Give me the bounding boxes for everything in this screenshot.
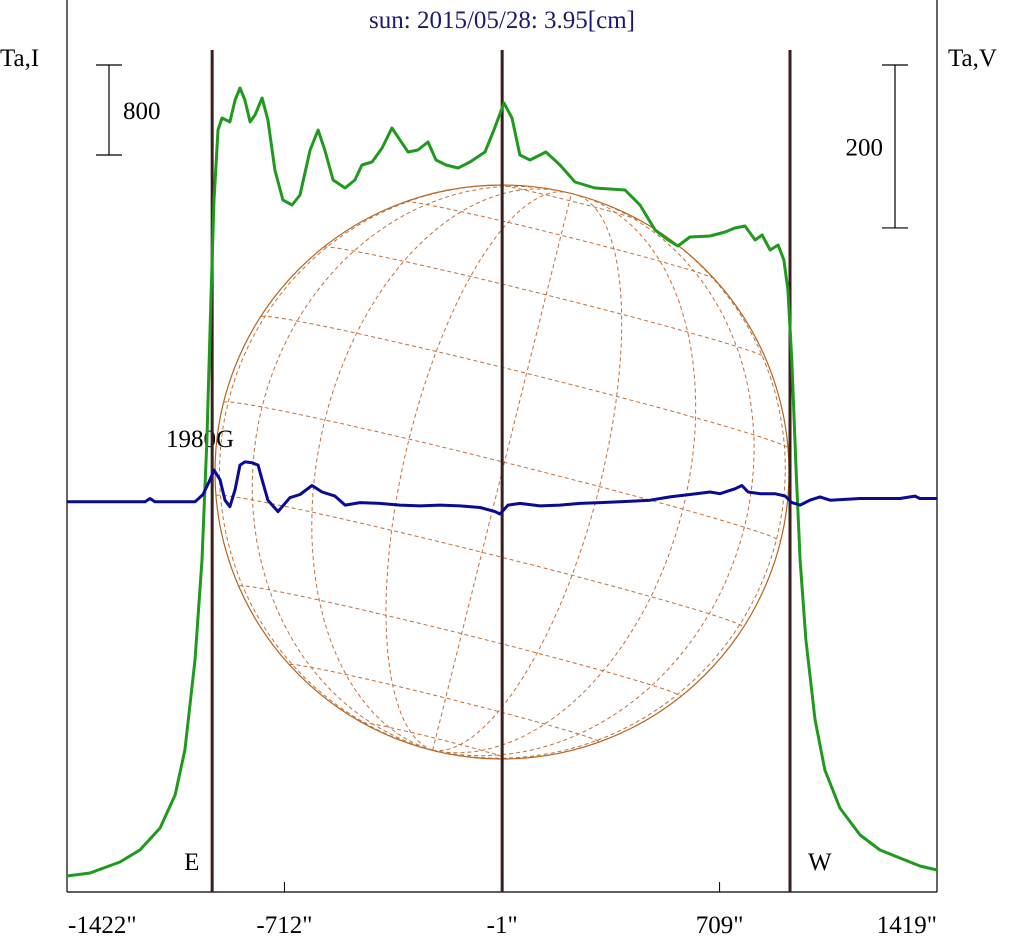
scale-bar-label: 200 (846, 134, 884, 161)
disk-meridian (432, 200, 755, 757)
disk-parallel (497, 184, 641, 221)
limb-label: W (808, 849, 832, 876)
disk-meridian (251, 185, 546, 751)
x-tick-label: 1419" (877, 912, 937, 939)
solar-disk (214, 184, 790, 760)
annotation: 1980G (166, 426, 234, 453)
limb-label: E (184, 849, 199, 876)
x-tick-label: -1422" (68, 912, 137, 939)
disk-parallel (405, 201, 715, 280)
x-tick-label: -712" (256, 912, 312, 939)
chart-title: sun: 2015/05/28: 3.95[cm] (369, 7, 635, 34)
y-axis-label: Ta,I (0, 45, 39, 72)
disk-meridian (385, 191, 567, 751)
scale-bar-label: 800 (123, 98, 161, 125)
disk-meridian (311, 188, 563, 751)
series-line (66, 86, 938, 878)
disk-meridian (432, 194, 623, 752)
y2-axis-label: Ta,V (948, 45, 997, 72)
x-tick-label: 709" (696, 912, 744, 939)
disk-meridian (432, 195, 697, 754)
series-line (67, 460, 937, 516)
x-tick-label: -1" (487, 912, 518, 939)
